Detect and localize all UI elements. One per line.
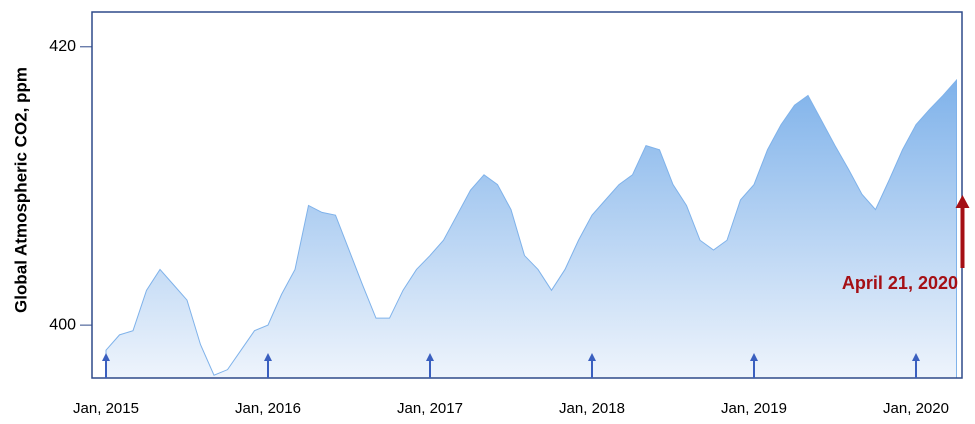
x-label-bg (382, 394, 478, 422)
x-tick-label: Jan, 2018 (559, 400, 625, 417)
x-label-bg (220, 394, 316, 422)
x-tick-label: Jan, 2020 (883, 400, 949, 417)
x-label-bg (706, 394, 802, 422)
x-tick-arrowhead (264, 353, 272, 361)
x-tick-arrowhead (588, 353, 596, 361)
x-tick-arrowhead (750, 353, 758, 361)
x-tick-label: Jan, 2017 (397, 400, 463, 417)
x-tick-label: Jan, 2015 (73, 400, 139, 417)
x-label-bg (58, 394, 154, 422)
area (105, 78, 957, 379)
plot-frame (91, 11, 963, 379)
x-tick-label: Jan, 2019 (721, 400, 787, 417)
x-label-bg (868, 394, 964, 422)
annotation-arrowhead (955, 195, 970, 208)
annotation: April 21, 2020 (842, 273, 958, 293)
x-label-bg (544, 394, 640, 422)
y-tick-label: 400 (49, 316, 76, 333)
x-tick-label: Jan, 2016 (235, 400, 301, 417)
x-tick-arrowhead (102, 353, 110, 361)
x-tick-arrowhead (912, 353, 920, 361)
y-tick-label: 420 (49, 38, 76, 55)
x-tick-arrowhead (426, 353, 434, 361)
y-axis-label: Global Atmospheric CO2, ppm (11, 67, 30, 313)
